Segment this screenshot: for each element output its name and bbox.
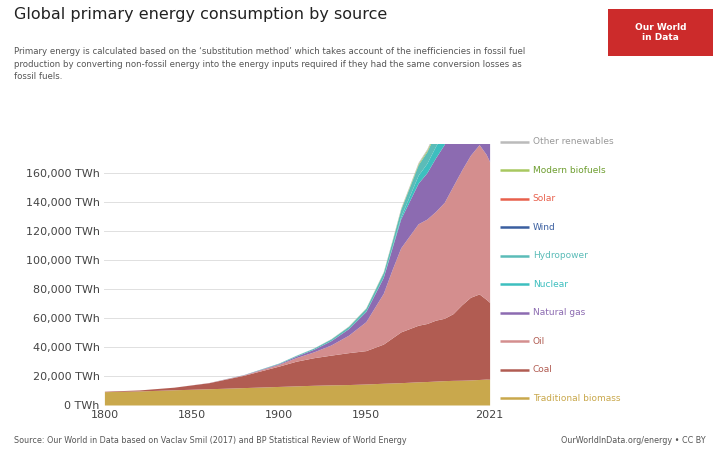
Text: Traditional biomass: Traditional biomass <box>533 394 621 403</box>
Text: OurWorldInData.org/energy • CC BY: OurWorldInData.org/energy • CC BY <box>561 436 706 445</box>
Text: Wind: Wind <box>533 223 556 232</box>
Text: Oil: Oil <box>533 337 545 346</box>
Text: Coal: Coal <box>533 365 553 374</box>
Text: Primary energy is calculated based on the ‘substitution method’ which takes acco: Primary energy is calculated based on th… <box>14 47 526 81</box>
Text: Other renewables: Other renewables <box>533 137 613 146</box>
Text: Nuclear: Nuclear <box>533 280 568 289</box>
Text: Global primary energy consumption by source: Global primary energy consumption by sou… <box>14 7 387 22</box>
Text: Source: Our World in Data based on Vaclav Smil (2017) and BP Statistical Review : Source: Our World in Data based on Vacla… <box>14 436 407 445</box>
Text: Hydropower: Hydropower <box>533 251 588 260</box>
Text: Natural gas: Natural gas <box>533 308 585 317</box>
Text: Solar: Solar <box>533 194 556 203</box>
Text: Modern biofuels: Modern biofuels <box>533 166 606 175</box>
Text: Our World
in Data: Our World in Data <box>635 23 686 42</box>
